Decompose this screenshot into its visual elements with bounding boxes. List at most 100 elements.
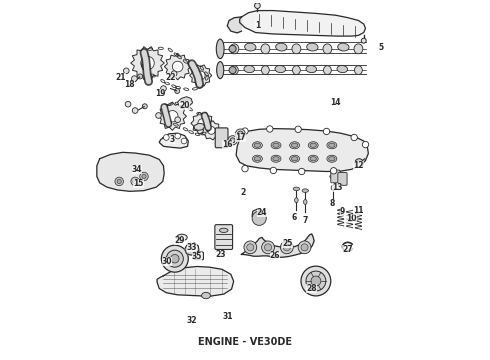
- Circle shape: [323, 128, 330, 135]
- Circle shape: [175, 133, 180, 139]
- Circle shape: [295, 126, 301, 132]
- Text: 29: 29: [174, 236, 185, 245]
- Text: 3: 3: [170, 135, 175, 144]
- FancyBboxPatch shape: [215, 225, 233, 249]
- Text: 25: 25: [282, 239, 293, 248]
- Circle shape: [167, 111, 178, 122]
- Circle shape: [267, 126, 273, 132]
- Ellipse shape: [217, 62, 224, 78]
- Polygon shape: [242, 234, 314, 257]
- Circle shape: [115, 177, 123, 186]
- Text: 13: 13: [332, 183, 343, 192]
- Ellipse shape: [355, 66, 362, 75]
- Circle shape: [230, 138, 235, 143]
- Circle shape: [361, 38, 366, 43]
- Circle shape: [125, 101, 131, 107]
- Circle shape: [181, 138, 187, 144]
- Ellipse shape: [327, 155, 337, 162]
- Text: 1: 1: [255, 21, 260, 30]
- Circle shape: [164, 135, 169, 140]
- Text: 8: 8: [329, 198, 335, 207]
- Ellipse shape: [292, 143, 298, 147]
- Circle shape: [196, 71, 205, 80]
- Ellipse shape: [292, 44, 301, 54]
- Ellipse shape: [330, 175, 336, 178]
- Text: 24: 24: [257, 208, 267, 217]
- Ellipse shape: [329, 143, 335, 147]
- Circle shape: [115, 165, 125, 174]
- Ellipse shape: [294, 198, 298, 203]
- Text: 26: 26: [270, 251, 280, 260]
- FancyBboxPatch shape: [194, 252, 203, 260]
- Circle shape: [172, 71, 177, 77]
- Polygon shape: [202, 121, 221, 140]
- Ellipse shape: [271, 155, 281, 162]
- Circle shape: [142, 174, 146, 179]
- Text: 19: 19: [155, 89, 165, 98]
- Polygon shape: [190, 65, 212, 86]
- Text: 18: 18: [124, 80, 135, 89]
- Circle shape: [132, 108, 138, 113]
- Circle shape: [229, 67, 236, 74]
- Circle shape: [228, 136, 237, 145]
- Circle shape: [244, 241, 257, 254]
- Text: 28: 28: [306, 284, 317, 293]
- Ellipse shape: [273, 143, 279, 147]
- FancyBboxPatch shape: [338, 172, 347, 185]
- Circle shape: [298, 241, 311, 254]
- Text: 21: 21: [116, 73, 126, 82]
- Ellipse shape: [329, 157, 335, 161]
- Ellipse shape: [252, 155, 262, 162]
- Circle shape: [265, 244, 271, 251]
- Ellipse shape: [323, 44, 332, 54]
- Text: 5: 5: [379, 42, 384, 51]
- Ellipse shape: [245, 43, 256, 51]
- Circle shape: [283, 244, 291, 251]
- Ellipse shape: [230, 44, 239, 54]
- Text: 6: 6: [292, 213, 297, 222]
- Circle shape: [355, 159, 364, 167]
- Ellipse shape: [290, 142, 299, 149]
- Circle shape: [156, 113, 161, 118]
- Circle shape: [298, 168, 305, 175]
- Ellipse shape: [276, 43, 287, 51]
- Circle shape: [301, 266, 331, 296]
- Circle shape: [138, 74, 143, 79]
- Text: 14: 14: [330, 98, 341, 107]
- Ellipse shape: [273, 157, 279, 161]
- Polygon shape: [240, 10, 366, 36]
- Ellipse shape: [293, 187, 299, 191]
- Polygon shape: [185, 243, 199, 255]
- Polygon shape: [131, 161, 150, 180]
- Circle shape: [280, 241, 293, 254]
- Polygon shape: [252, 209, 266, 222]
- Circle shape: [161, 245, 188, 272]
- Ellipse shape: [254, 157, 261, 161]
- Text: 22: 22: [165, 73, 176, 82]
- Ellipse shape: [176, 234, 187, 240]
- Ellipse shape: [262, 66, 270, 75]
- Ellipse shape: [261, 44, 270, 54]
- Ellipse shape: [201, 292, 210, 299]
- Polygon shape: [159, 133, 188, 148]
- Circle shape: [171, 255, 179, 263]
- Circle shape: [235, 129, 245, 139]
- Ellipse shape: [310, 157, 317, 161]
- Polygon shape: [97, 152, 164, 192]
- Ellipse shape: [303, 199, 307, 204]
- Ellipse shape: [230, 66, 238, 75]
- Circle shape: [175, 89, 180, 94]
- Text: 30: 30: [162, 257, 172, 266]
- Polygon shape: [194, 123, 205, 130]
- Circle shape: [133, 179, 137, 184]
- Circle shape: [166, 250, 183, 267]
- Ellipse shape: [323, 66, 331, 75]
- Polygon shape: [227, 17, 242, 33]
- Circle shape: [330, 168, 337, 174]
- Circle shape: [255, 3, 260, 8]
- Text: 27: 27: [343, 244, 353, 253]
- Circle shape: [270, 167, 276, 174]
- Circle shape: [252, 211, 266, 225]
- Circle shape: [140, 172, 148, 181]
- Circle shape: [198, 119, 207, 128]
